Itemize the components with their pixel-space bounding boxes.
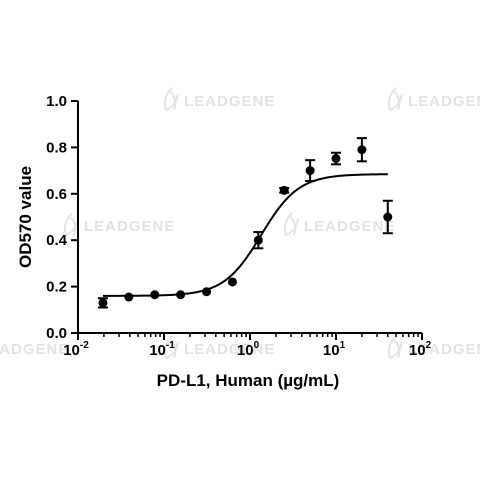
data-marker	[383, 212, 393, 222]
data-marker	[124, 292, 134, 302]
x-tick-base: 10	[323, 342, 340, 359]
x-tick-label: 10-1	[149, 340, 175, 359]
data-marker	[357, 145, 367, 155]
watermark-text: LEADGENE	[304, 218, 395, 235]
data-marker	[227, 277, 237, 287]
data-point	[124, 292, 134, 302]
watermark: LEADGENE	[0, 341, 69, 358]
x-tick-exponent: 2	[426, 340, 432, 351]
y-tick-label: 0.8	[46, 139, 67, 156]
data-point	[227, 277, 237, 287]
data-point	[331, 151, 341, 166]
data-point	[356, 137, 367, 163]
watermark: LEADGENE	[387, 87, 480, 112]
watermark: LEADGENE	[163, 87, 275, 112]
y-tick-label: 0.0	[46, 325, 67, 342]
data-marker	[279, 185, 289, 195]
watermark: LEADGENE	[63, 212, 175, 237]
data-marker	[331, 154, 341, 164]
x-tick-base: 10	[409, 342, 426, 359]
data-point	[305, 159, 316, 183]
data-point	[253, 231, 264, 250]
x-tick-base: 10	[237, 342, 254, 359]
data-marker	[253, 235, 263, 245]
watermark-leaf-icon	[63, 212, 79, 237]
data-point	[279, 185, 290, 195]
x-tick-exponent: 1	[340, 340, 346, 351]
x-tick-label: 101	[323, 340, 346, 359]
y-tick-label: 0.6	[46, 186, 67, 203]
x-tick-exponent: -1	[166, 340, 175, 351]
y-tick-label: 1.0	[46, 93, 67, 110]
x-tick-exponent: 0	[254, 340, 260, 351]
watermark-text: LEADGENE	[408, 93, 480, 110]
data-point	[97, 297, 108, 309]
data-marker	[150, 290, 160, 300]
watermark: LEADGENE	[283, 212, 395, 237]
data-marker	[305, 166, 315, 176]
x-tick-label: 102	[409, 340, 432, 359]
y-tick-label: 0.4	[46, 232, 68, 249]
watermark-text: LEADGENE	[84, 218, 175, 235]
x-tick-base: 10	[149, 342, 166, 359]
watermark-leaf-icon	[163, 87, 179, 112]
watermark: LEADGENE	[387, 335, 480, 360]
watermark-text: LEADGENE	[408, 341, 480, 358]
watermark-leaf-icon	[387, 335, 403, 360]
x-axis-title: PD-L1, Human (µg/mL)	[157, 371, 340, 390]
watermark: LEADGENE	[163, 335, 275, 360]
x-tick-label: 10-2	[63, 340, 89, 359]
x-ticks: 10-2 10-1 100 101 102	[63, 333, 432, 359]
data-marker	[98, 298, 108, 308]
watermark-leaf-icon	[387, 87, 403, 112]
watermark-layer: LEADGENE LEADGENE LEADGENE LEADGENE LEADGENE…	[0, 87, 480, 360]
watermark-leaf-icon	[163, 335, 179, 360]
x-tick-label: 100	[237, 340, 260, 359]
data-marker	[176, 290, 186, 300]
y-ticks: 0.0 0.2 0.4 0.6 0.8 1.0	[46, 93, 78, 342]
watermark-text: LEADGENE	[0, 341, 69, 358]
data-point	[150, 290, 160, 300]
data-point	[382, 199, 393, 235]
y-tick-label: 0.2	[46, 279, 67, 296]
watermark-text: LEADGENE	[184, 341, 275, 358]
data-point	[176, 290, 186, 300]
data-points	[97, 137, 393, 309]
watermark-text: LEADGENE	[184, 93, 275, 110]
data-point	[202, 287, 212, 297]
fit-curve	[102, 173, 388, 297]
data-marker	[202, 287, 212, 297]
x-tick-base: 10	[63, 342, 80, 359]
watermark-leaf-icon	[283, 212, 299, 237]
y-axis-title: OD570 value	[16, 166, 35, 268]
x-tick-exponent: -2	[80, 340, 89, 351]
